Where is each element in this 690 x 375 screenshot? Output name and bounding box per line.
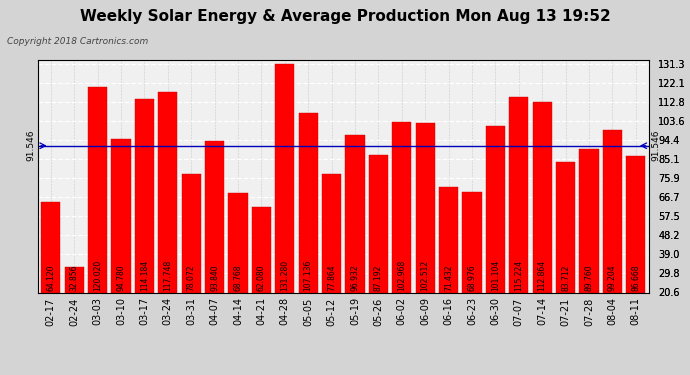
Bar bbox=[580, 150, 598, 292]
Text: 32.856: 32.856 bbox=[70, 264, 79, 291]
Bar bbox=[252, 207, 271, 292]
Text: 89.760: 89.760 bbox=[584, 264, 593, 291]
Text: 68.768: 68.768 bbox=[233, 264, 242, 291]
Bar bbox=[299, 114, 318, 292]
Text: 96.932: 96.932 bbox=[351, 264, 359, 291]
Text: 117.748: 117.748 bbox=[164, 260, 172, 291]
Text: 114.184: 114.184 bbox=[140, 260, 149, 291]
Bar bbox=[486, 126, 505, 292]
Bar bbox=[346, 135, 364, 292]
Text: 101.104: 101.104 bbox=[491, 260, 500, 291]
Text: 64.120: 64.120 bbox=[46, 264, 55, 291]
Text: 91.546: 91.546 bbox=[26, 130, 35, 162]
Bar bbox=[205, 141, 224, 292]
Bar bbox=[462, 192, 482, 292]
Text: 131.280: 131.280 bbox=[280, 260, 289, 291]
Bar bbox=[158, 92, 177, 292]
Text: 68.976: 68.976 bbox=[467, 264, 477, 291]
Text: 112.864: 112.864 bbox=[538, 260, 546, 291]
Text: 78.072: 78.072 bbox=[187, 264, 196, 291]
Text: 120.020: 120.020 bbox=[93, 260, 102, 291]
Text: 115.224: 115.224 bbox=[514, 260, 523, 291]
Text: 94.780: 94.780 bbox=[117, 264, 126, 291]
Text: 83.712: 83.712 bbox=[561, 264, 570, 291]
Text: Copyright 2018 Cartronics.com: Copyright 2018 Cartronics.com bbox=[7, 38, 148, 46]
Bar bbox=[603, 130, 622, 292]
Text: 93.840: 93.840 bbox=[210, 264, 219, 291]
Bar bbox=[439, 188, 458, 292]
Text: 107.136: 107.136 bbox=[304, 260, 313, 291]
Bar bbox=[275, 63, 295, 292]
Text: 77.864: 77.864 bbox=[327, 264, 336, 291]
Bar bbox=[533, 102, 552, 292]
Bar bbox=[135, 99, 154, 292]
Text: 87.192: 87.192 bbox=[374, 264, 383, 291]
Bar bbox=[415, 123, 435, 292]
Bar bbox=[626, 156, 645, 292]
Bar bbox=[111, 139, 130, 292]
Text: 62.080: 62.080 bbox=[257, 264, 266, 291]
Bar bbox=[368, 155, 388, 292]
Text: 102.968: 102.968 bbox=[397, 260, 406, 291]
Text: 86.668: 86.668 bbox=[631, 264, 640, 291]
Bar bbox=[181, 174, 201, 292]
Text: 102.512: 102.512 bbox=[421, 260, 430, 291]
Text: Weekly Solar Energy & Average Production Mon Aug 13 19:52: Weekly Solar Energy & Average Production… bbox=[79, 9, 611, 24]
Bar bbox=[65, 267, 83, 292]
Text: 71.432: 71.432 bbox=[444, 264, 453, 291]
Bar bbox=[41, 202, 61, 292]
Bar bbox=[322, 174, 341, 292]
Bar bbox=[228, 193, 248, 292]
Text: 99.204: 99.204 bbox=[608, 264, 617, 291]
Text: 91.546: 91.546 bbox=[651, 130, 660, 162]
Bar bbox=[556, 162, 575, 292]
Bar bbox=[392, 122, 411, 292]
Bar bbox=[88, 87, 107, 292]
Bar bbox=[509, 97, 529, 292]
